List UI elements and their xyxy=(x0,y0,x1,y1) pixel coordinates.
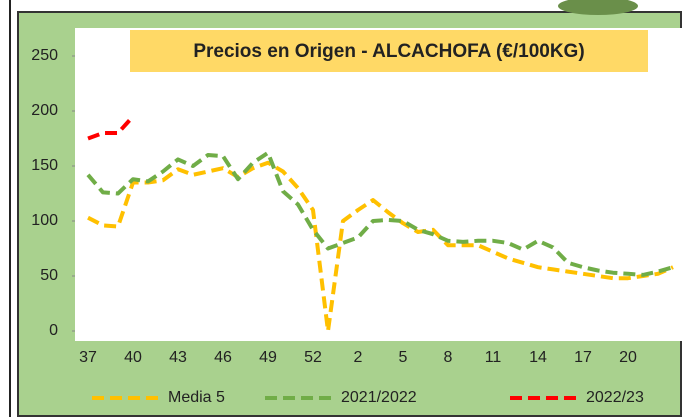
y-tick-label: 50 xyxy=(40,267,58,284)
x-tick-label: 14 xyxy=(529,349,547,366)
x-tick-label: 20 xyxy=(619,349,637,366)
legend-label: 2022/23 xyxy=(586,389,644,406)
plot-area xyxy=(75,28,682,341)
chart-title: Precios en Origen - ALCACHOFA (€/100KG) xyxy=(193,41,584,62)
y-tick-label: 0 xyxy=(49,322,58,339)
y-tick-label: 150 xyxy=(31,157,58,174)
x-tick-label: 8 xyxy=(444,349,453,366)
x-tick-label: 40 xyxy=(124,349,142,366)
legend-label: 2021/2022 xyxy=(341,389,417,406)
x-tick-label: 46 xyxy=(214,349,232,366)
y-tick-label: 250 xyxy=(31,47,58,64)
x-tick-label: 5 xyxy=(399,349,408,366)
x-tick-label: 49 xyxy=(259,349,277,366)
chart: Precios en Origen - ALCACHOFA (€/100KG) … xyxy=(0,0,682,417)
x-tick-label: 52 xyxy=(304,349,322,366)
x-tick-label: 2 xyxy=(354,349,363,366)
y-tick-label: 200 xyxy=(31,102,58,119)
x-tick-label: 37 xyxy=(79,349,97,366)
legend-label: Media 5 xyxy=(168,389,225,406)
y-tick-label: 100 xyxy=(31,212,58,229)
x-tick-label: 11 xyxy=(485,349,502,366)
x-tick-label: 43 xyxy=(169,349,187,366)
x-tick-label: 17 xyxy=(574,349,592,366)
